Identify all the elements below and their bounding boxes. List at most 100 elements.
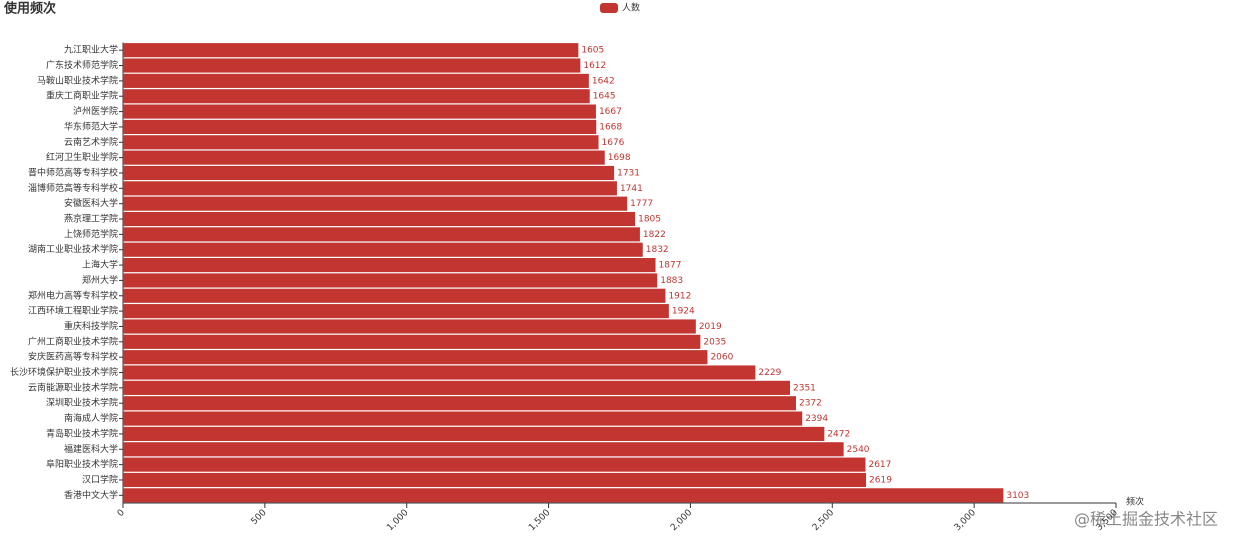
bar: [123, 334, 701, 349]
data-label: 2372: [799, 399, 822, 409]
x-tick-label: 3,000: [953, 508, 978, 533]
y-tick-label: 湖南工业职业技术学院: [28, 243, 118, 255]
bar: [123, 426, 825, 441]
bar: [123, 350, 708, 365]
y-tick-label: 华东师范大学: [64, 120, 118, 132]
bar: [123, 380, 791, 395]
data-label: 2619: [869, 475, 892, 485]
y-tick-label: 马鞍山职业技术学院: [37, 74, 118, 86]
watermark: @稀土掘金技术社区: [1074, 510, 1218, 529]
x-axis-name: 频次: [1126, 496, 1144, 508]
bar: [123, 396, 796, 411]
bar: [123, 288, 666, 303]
bar: [123, 273, 658, 288]
data-label: 1642: [592, 76, 615, 86]
chart-title: 使用频次: [3, 1, 56, 17]
legend-swatch: [600, 3, 618, 13]
y-tick-label: 泸州医学院: [73, 105, 118, 117]
x-tick-label: 1,000: [385, 508, 410, 533]
y-tick-label: 云南艺术学院: [64, 136, 118, 148]
bar: [123, 242, 643, 257]
data-label: 2035: [703, 337, 726, 347]
y-tick-label: 淄博师范高等专科学校: [28, 182, 118, 194]
bar: [123, 165, 615, 181]
y-tick-label: 安庆医药高等专科学校: [28, 351, 118, 363]
data-label: 1924: [672, 307, 695, 317]
y-tick-label: 阜阳职业技术学院: [46, 458, 118, 470]
bar: [123, 181, 617, 196]
y-tick-label: 郑州大学: [82, 274, 118, 286]
y-tick-label: 燕京理工学院: [64, 213, 118, 225]
data-label: 1832: [646, 245, 669, 255]
y-tick-label: 广东技术师范学院: [46, 59, 118, 71]
data-label: 1605: [581, 46, 604, 56]
data-label: 2472: [827, 429, 850, 439]
y-tick-label: 上海大学: [82, 259, 118, 271]
x-tick-label: 0: [116, 508, 127, 519]
y-tick-label: 深圳职业技术学院: [46, 397, 118, 409]
data-label: 1883: [660, 276, 683, 286]
data-label: 1698: [608, 153, 631, 163]
bar: [123, 43, 579, 58]
data-label: 1668: [599, 122, 622, 132]
bar: [123, 488, 1004, 503]
legend-label: 人数: [622, 2, 640, 14]
bar: [123, 411, 803, 426]
y-tick-label: 福建医科大学: [64, 443, 118, 455]
y-tick-label: 香港中文大学: [64, 489, 118, 501]
bar: [123, 196, 628, 211]
bar: [123, 104, 596, 119]
y-tick-label: 重庆科技学院: [64, 320, 118, 332]
data-label: 1731: [617, 168, 640, 178]
x-tick-label: 1,500: [527, 508, 552, 533]
data-label: 2019: [699, 322, 722, 332]
data-label: 1645: [593, 92, 616, 102]
bar: [123, 365, 756, 380]
data-label: 1667: [599, 107, 622, 117]
bar: [123, 442, 844, 457]
bar: [123, 227, 640, 242]
bar: [123, 135, 599, 150]
y-tick-label: 汉口学院: [82, 473, 118, 485]
y-tick-label: 广州工商职业技术学院: [28, 335, 118, 347]
data-label: 1676: [602, 138, 625, 148]
y-tick-label: 青岛职业技术学院: [46, 427, 118, 439]
bar: [123, 304, 669, 319]
data-label: 2351: [793, 383, 816, 393]
y-tick-label: 江西环境工程职业学院: [28, 305, 118, 317]
data-label: 1741: [620, 184, 643, 194]
y-tick-label: 安徽医科大学: [64, 197, 118, 209]
data-label: 1612: [583, 61, 606, 71]
y-tick-label: 上饶师范学院: [64, 228, 118, 240]
data-label: 2617: [868, 460, 891, 470]
data-label: 1777: [630, 199, 653, 209]
data-label: 1822: [643, 230, 666, 240]
data-label: 1877: [659, 261, 682, 271]
x-tick-label: 2,500: [811, 508, 836, 533]
bar: [123, 211, 636, 227]
bar: [123, 150, 605, 165]
y-tick-label: 九江职业大学: [64, 44, 118, 56]
y-tick-label: 重庆工商职业学院: [46, 90, 118, 102]
bar: [123, 472, 867, 488]
data-label: 3103: [1006, 491, 1029, 501]
data-label: 1912: [668, 291, 691, 301]
x-tick-label: 500: [250, 508, 269, 527]
bar: [123, 319, 696, 334]
y-tick-label: 南海成人学院: [64, 412, 118, 424]
y-tick-label: 晋中师范高等专科学校: [28, 166, 118, 178]
bar: [123, 89, 590, 104]
data-label: 2394: [805, 414, 828, 424]
data-label: 2229: [758, 368, 781, 378]
y-tick-label: 长沙环境保护职业技术学院: [10, 366, 118, 378]
bar: [123, 258, 656, 273]
data-label: 1805: [638, 215, 661, 225]
bar: [123, 73, 589, 88]
y-tick-label: 红河卫生职业学院: [46, 151, 118, 163]
bar: [123, 119, 597, 134]
data-label: 2060: [710, 353, 733, 363]
bar: [123, 457, 866, 472]
x-tick-label: 2,000: [669, 508, 694, 533]
data-label: 2540: [847, 445, 870, 455]
